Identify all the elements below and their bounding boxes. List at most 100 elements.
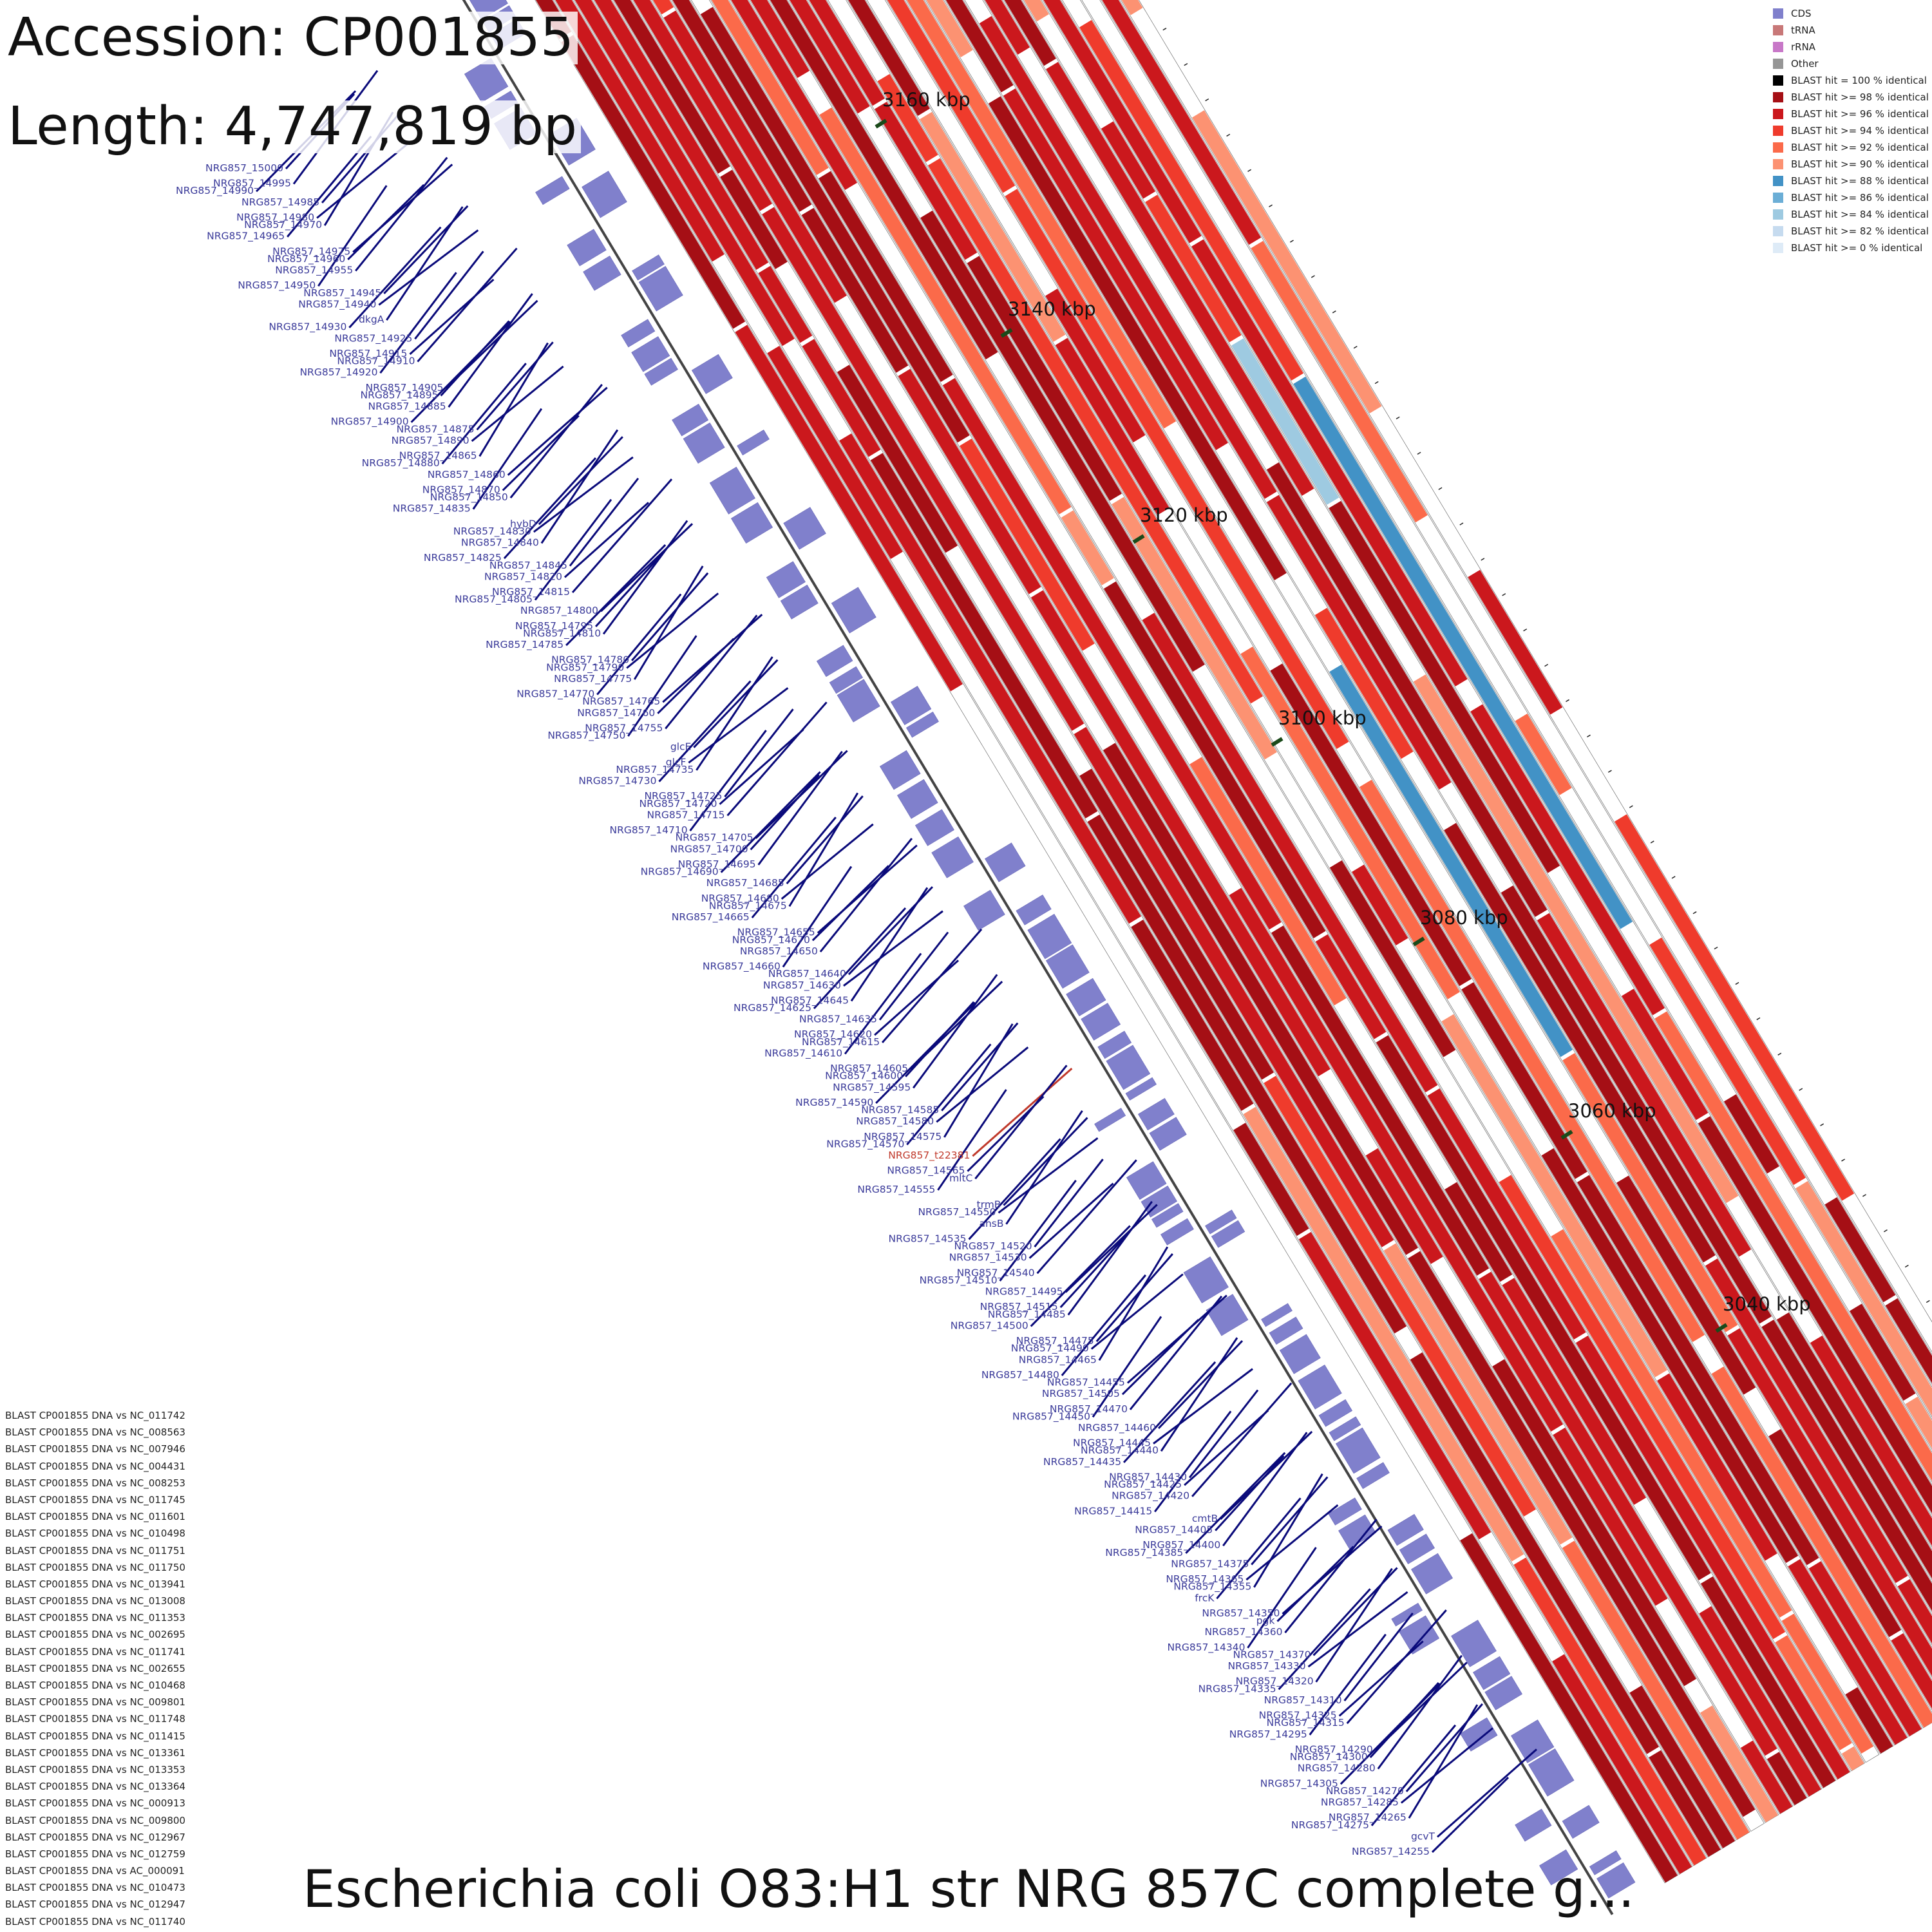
- track-label: BLAST CP001855 DNA vs NC_002655: [5, 1662, 185, 1674]
- track-label: BLAST CP001855 DNA vs NC_010473: [5, 1882, 185, 1894]
- gene-leader-line: [724, 708, 794, 798]
- gene-label: NRG857_14725: [644, 790, 722, 802]
- cds-feature: [931, 836, 974, 878]
- gene-leader-line: [1431, 1776, 1510, 1853]
- gene-label: NRG857_15000: [205, 162, 283, 175]
- gene-label: cmtB: [1192, 1513, 1218, 1524]
- gene-leader-line: [1253, 1473, 1323, 1588]
- cds-feature: [631, 336, 670, 372]
- gene-label: NRG857_14475: [1016, 1335, 1094, 1347]
- blast-ring-outline: [925, 0, 1932, 1678]
- gene-leader-line: [936, 1046, 1029, 1123]
- blast-hit: [1768, 1428, 1902, 1638]
- minor-tick: [1205, 98, 1209, 102]
- gene-label: NRG857_14375: [1171, 1558, 1249, 1570]
- gene-leader-line: [1122, 1361, 1217, 1463]
- blast-hit: [985, 0, 1030, 55]
- gene-label: NRG857_14450: [1012, 1410, 1090, 1423]
- gene-label: NRG857_14675: [709, 900, 787, 912]
- gene-label: NRG857_14805: [455, 594, 533, 606]
- gene-label: NRG857_14295: [1229, 1728, 1307, 1741]
- gene-leader-line: [1121, 1319, 1199, 1396]
- blast-hit: [1499, 1175, 1786, 1640]
- gene-leader-line: [478, 342, 549, 457]
- gene-leader-line: [1030, 1225, 1131, 1327]
- legend-item: Other: [1773, 55, 1929, 72]
- cds-feature: [1081, 1003, 1121, 1041]
- gene-leader-line: [441, 363, 527, 465]
- cds-feature: [1125, 1077, 1157, 1101]
- blast-hit: [1562, 1540, 1750, 1840]
- minor-tick: [1374, 381, 1379, 384]
- blast-rings: [535, 0, 1932, 1884]
- gene-label: NRG857_14760: [577, 707, 655, 719]
- gene-label: NRG857_14320: [1236, 1676, 1314, 1688]
- cds-feature: [1045, 944, 1090, 989]
- legend-item: BLAST hit >= 90 % identical: [1773, 156, 1929, 173]
- blast-hit: [1103, 743, 1419, 1255]
- track-label: BLAST CP001855 DNA vs NC_009801: [5, 1696, 185, 1709]
- cds-feature: [567, 229, 607, 267]
- gene-leader-line: [1157, 1340, 1244, 1430]
- blast-hit: [1231, 338, 1340, 505]
- gene-label: NRG857_14565: [887, 1165, 965, 1177]
- gene-leader-line: [782, 866, 853, 968]
- gene-label: NRG857_14635: [799, 1014, 877, 1026]
- cds-feature: [896, 779, 938, 819]
- gene-label: NRG857_14415: [1074, 1505, 1152, 1517]
- gene-label: NRG857_14550: [918, 1206, 996, 1218]
- blast-hit: [1621, 989, 1709, 1121]
- gene-leader-line: [533, 456, 634, 533]
- length-label: Length: 4,747,819 bp: [4, 100, 582, 153]
- blast-hit: [1850, 1303, 1916, 1401]
- gene-label: NRG857_14570: [826, 1138, 904, 1150]
- backbone-line: [462, 0, 1614, 1915]
- legend-label: BLAST hit >= 0 % identical: [1791, 242, 1923, 254]
- blast-hit: [1131, 920, 1254, 1111]
- minor-tick: [1841, 1159, 1846, 1162]
- gene-label: NRG857_14335: [1198, 1683, 1276, 1695]
- gene-leader-line: [347, 184, 425, 261]
- blast-hit: [1427, 1088, 1586, 1340]
- blast-hit: [945, 0, 1014, 93]
- blast-hit: [1824, 1197, 1896, 1303]
- cds-feature: [1338, 1514, 1376, 1549]
- gene-leader-line: [1065, 1204, 1158, 1293]
- gene-leader-line: [410, 321, 511, 423]
- legend-item: BLAST hit >= 98 % identical: [1773, 89, 1929, 106]
- gene-label: NRG857_14435: [1043, 1456, 1121, 1468]
- cds-feature: [1460, 1717, 1498, 1752]
- scale-tick: [1000, 328, 1013, 338]
- gene-label: NRG857_14850: [430, 491, 508, 504]
- legend-swatch: [1773, 8, 1783, 19]
- blast-hit: [1441, 1014, 1667, 1378]
- blast-hit: [1240, 647, 1460, 999]
- gene-leader-line: [471, 365, 564, 442]
- cds-feature: [638, 265, 683, 312]
- blast-hit: [927, 158, 1264, 704]
- gene-label: NRG857_14425: [1104, 1479, 1182, 1491]
- gene-leader-line: [633, 565, 704, 680]
- gene-leader-line: [1028, 1182, 1114, 1259]
- blast-hit: [1329, 664, 1573, 1057]
- cds-feature: [709, 466, 755, 515]
- cds-feature: [1328, 1497, 1362, 1526]
- gene-label: NRG857_14485: [988, 1309, 1066, 1321]
- gene-leader-line: [1309, 1633, 1387, 1736]
- blast-hit: [1102, 0, 1262, 245]
- gene-leader-line: [1184, 1409, 1269, 1486]
- cds-feature: [1149, 1117, 1187, 1151]
- blast-hit: [1023, 0, 1049, 22]
- gene-leader-line: [937, 1089, 1007, 1191]
- minor-tick: [1162, 28, 1167, 31]
- gene-label: NRG857_14275: [1291, 1819, 1369, 1832]
- gene-label: NRG857_14350: [1202, 1607, 1280, 1620]
- blast-hit: [1700, 1705, 1778, 1823]
- cds-feature: [1183, 1256, 1229, 1303]
- blast-hit: [819, 171, 953, 383]
- gene-label: NRG857_14995: [213, 178, 291, 190]
- legend-swatch: [1773, 209, 1783, 220]
- gene-leader-line: [665, 614, 758, 730]
- scale-label: 3060 kbp: [1568, 1100, 1656, 1122]
- gene-label: NRG857_14985: [242, 196, 319, 209]
